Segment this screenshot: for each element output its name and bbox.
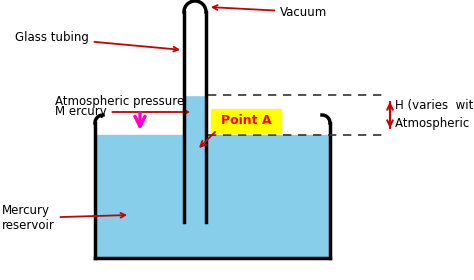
- Text: Vacuum: Vacuum: [213, 5, 327, 18]
- Bar: [97, 135, 328, 256]
- Text: Glass tubing: Glass tubing: [15, 32, 178, 52]
- Text: Mercury
reservoir: Mercury reservoir: [2, 204, 125, 232]
- Bar: [186, 95, 204, 222]
- Text: M ercury: M ercury: [55, 106, 188, 118]
- Text: H (varies  with
Atmospheric pressure): H (varies with Atmospheric pressure): [395, 99, 474, 130]
- FancyBboxPatch shape: [211, 109, 281, 133]
- Text: Point A: Point A: [221, 115, 271, 127]
- Text: Atmospheric pressure: Atmospheric pressure: [55, 95, 185, 109]
- Bar: [186, 12, 204, 95]
